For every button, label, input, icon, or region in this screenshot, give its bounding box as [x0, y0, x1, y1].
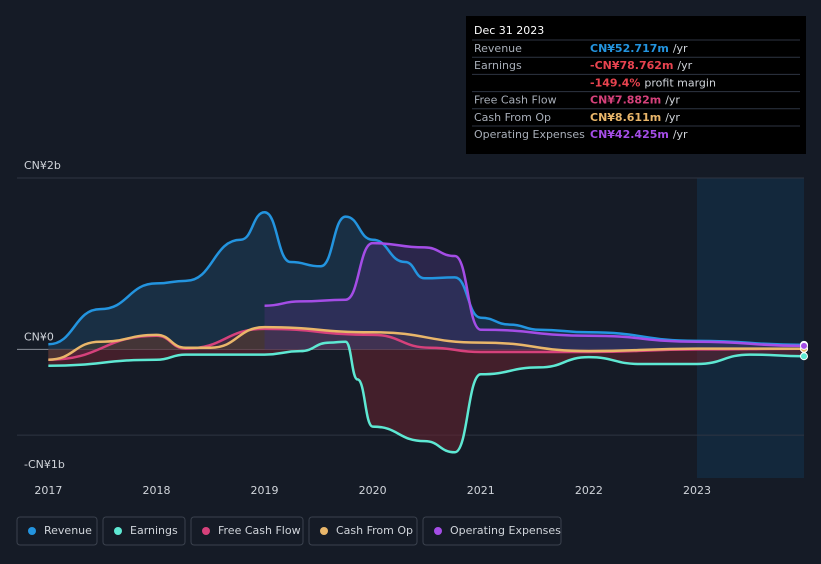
- tooltip-label: Revenue: [474, 42, 522, 55]
- line: [48, 325, 805, 361]
- area: [48, 341, 804, 453]
- legend-label[interactable]: Earnings: [130, 524, 178, 537]
- tooltip-date: Dec 31 2023: [474, 24, 544, 37]
- tooltip-unit: /yr: [665, 111, 680, 124]
- x-tick-label: 2021: [467, 484, 495, 497]
- legend-swatch: [434, 527, 442, 535]
- x-tick-label: 2022: [575, 484, 603, 497]
- tooltip-label: Cash From Op: [474, 111, 551, 124]
- x-tick-label: 2020: [359, 484, 387, 497]
- legend-swatch: [114, 527, 122, 535]
- line: [264, 241, 805, 348]
- tooltip-label: Free Cash Flow: [474, 94, 557, 107]
- legend-swatch: [202, 527, 210, 535]
- legend-swatch: [320, 527, 328, 535]
- tooltip-value: -149.4% profit margin: [590, 76, 716, 89]
- tooltip-value: -CN¥78.762m/yr: [590, 59, 693, 72]
- tooltip-value-number: -CN¥78.762m: [590, 59, 673, 72]
- tooltip-value-number: CN¥7.882m: [590, 94, 661, 107]
- tooltip-value: CN¥8.611m/yr: [590, 111, 680, 124]
- area: [264, 243, 804, 350]
- tooltip-unit: /yr: [673, 128, 688, 141]
- tooltip-value: CN¥52.717m/yr: [590, 42, 688, 55]
- legend-item[interactable]: [308, 516, 418, 546]
- legend-label[interactable]: Cash From Op: [336, 524, 413, 537]
- x-tick-label: 2017: [34, 484, 62, 497]
- x-tick-label: 2018: [142, 484, 170, 497]
- tooltip-box: [466, 16, 806, 154]
- x-tick-label: 2019: [251, 484, 279, 497]
- past-year-highlight: [697, 178, 804, 478]
- line: [48, 340, 805, 454]
- y-tick-label: CN¥0: [24, 330, 54, 343]
- tooltip-label: Operating Expenses: [474, 128, 585, 141]
- line: [48, 211, 805, 347]
- end-dot: [800, 352, 808, 361]
- y-tick-label: -CN¥1b: [24, 458, 65, 471]
- legend-label[interactable]: Revenue: [44, 524, 92, 537]
- legend-label[interactable]: Free Cash Flow: [218, 524, 301, 537]
- tooltip-unit: /yr: [677, 59, 692, 72]
- tooltip: Dec 31 2023 Revenue CN¥52.717m/yr Earnings -…: [466, 16, 806, 154]
- tooltip-value: CN¥42.425m/yr: [590, 128, 688, 141]
- tooltip-label: Earnings: [474, 59, 522, 72]
- tooltip-unit: /yr: [665, 94, 680, 107]
- tooltip-value-number: -149.4%: [590, 76, 640, 89]
- x-tick-label: 2023: [683, 484, 711, 497]
- y-tick-label: CN¥2b: [24, 159, 61, 172]
- legend-item[interactable]: [102, 516, 186, 546]
- tooltip-value-number: CN¥42.425m: [590, 128, 669, 141]
- end-dot: [800, 341, 808, 350]
- tooltip-value-number: CN¥52.717m: [590, 42, 669, 55]
- legend-item[interactable]: [190, 516, 304, 546]
- legend-item[interactable]: [16, 516, 98, 546]
- tooltip-unit: /yr: [673, 42, 688, 55]
- legend-label[interactable]: Operating Expenses: [450, 524, 561, 537]
- tooltip-value-number: CN¥8.611m: [590, 111, 661, 124]
- legend-swatch: [28, 527, 36, 535]
- legend-item[interactable]: [422, 516, 562, 546]
- tooltip-value: CN¥7.882m/yr: [590, 94, 680, 107]
- tooltip-unit: profit margin: [644, 76, 716, 89]
